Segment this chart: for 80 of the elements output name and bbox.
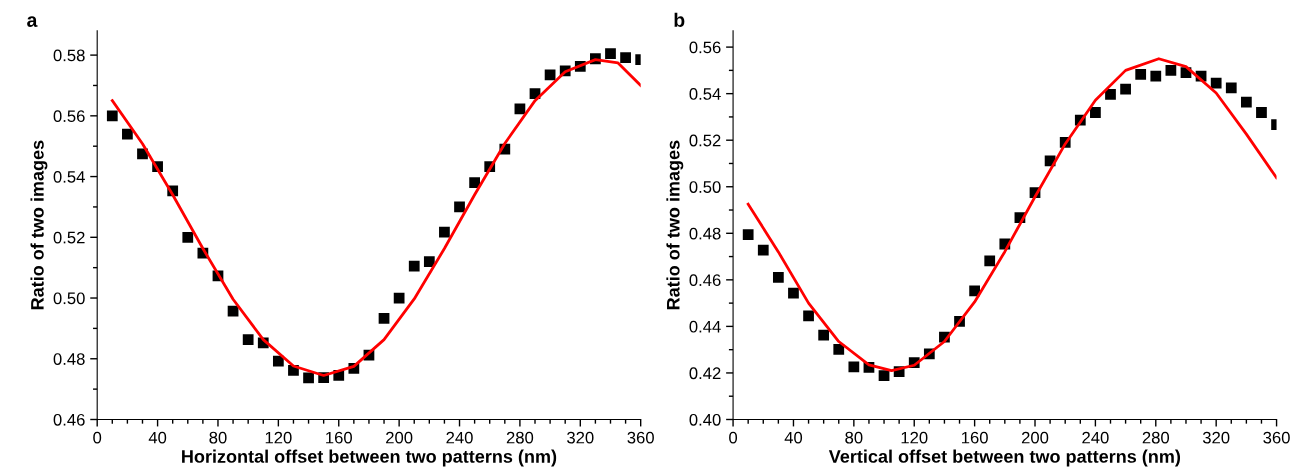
point xyxy=(833,344,845,355)
chart-title: b xyxy=(674,12,685,27)
point xyxy=(122,128,133,140)
point xyxy=(969,285,980,297)
chart-title: a xyxy=(27,16,38,27)
x-tick-label: 360 xyxy=(627,431,654,444)
x-tick-label: 280 xyxy=(1142,431,1170,444)
point xyxy=(772,271,784,283)
y-axis-title: Ratio of two images xyxy=(666,140,684,310)
y-tick-label: 0.58 xyxy=(53,49,85,62)
x-tick-label: 40 xyxy=(784,431,803,444)
y-tick-label: 0.46 xyxy=(689,274,721,287)
x-tick-label: 360 xyxy=(1263,431,1290,444)
point xyxy=(1165,65,1177,76)
y-tick-label: 0.52 xyxy=(53,231,85,244)
point xyxy=(303,372,314,384)
point xyxy=(242,334,254,346)
point xyxy=(878,370,890,382)
point xyxy=(757,244,769,256)
point xyxy=(182,231,194,243)
x-axis-title: Vertical offset between two patterns (nm) xyxy=(828,449,1181,467)
point xyxy=(1090,107,1101,118)
x-tick-label: 0 xyxy=(93,431,102,444)
y-tick-label: 0.50 xyxy=(689,181,721,193)
point xyxy=(803,310,814,322)
x-tick-label: 280 xyxy=(506,431,534,444)
y-tick-label: 0.56 xyxy=(689,41,721,54)
point xyxy=(818,329,830,341)
point xyxy=(454,201,465,213)
y-tick-label: 0.40 xyxy=(689,413,721,426)
y-tick-label: 0.56 xyxy=(53,110,85,123)
x-tick-label: 320 xyxy=(567,431,594,444)
point xyxy=(544,69,556,81)
y-tick-label: 0.48 xyxy=(53,353,85,365)
x-tick-label: 120 xyxy=(901,431,928,444)
y-tick-label: 0.54 xyxy=(689,88,721,100)
x-tick-label: 320 xyxy=(1202,431,1230,444)
point xyxy=(514,103,526,115)
x-tick-label: 200 xyxy=(386,431,413,444)
point xyxy=(439,226,450,238)
point xyxy=(1105,88,1116,100)
point xyxy=(1240,96,1252,108)
y-tick-label: 0.48 xyxy=(689,227,721,240)
point xyxy=(408,260,420,272)
y-tick-label: 0.52 xyxy=(689,134,721,147)
y-axis-title: Ratio of two images xyxy=(30,140,48,310)
x-tick-label: 40 xyxy=(148,431,167,444)
x-tick-label: 120 xyxy=(265,431,292,444)
point xyxy=(1150,70,1162,82)
x-tick-label: 240 xyxy=(1082,431,1109,444)
point xyxy=(1225,82,1237,94)
point xyxy=(393,292,405,304)
point xyxy=(423,256,435,267)
point xyxy=(1256,107,1267,118)
x-tick-label: 240 xyxy=(446,431,473,444)
y-tick-label: 0.44 xyxy=(689,320,721,333)
y-tick-label: 0.54 xyxy=(53,170,85,183)
x-tick-label: 0 xyxy=(729,431,738,444)
point xyxy=(272,355,284,367)
point xyxy=(620,52,631,63)
x-tick-label: 160 xyxy=(326,431,352,444)
point xyxy=(848,361,860,373)
point xyxy=(469,177,480,189)
point xyxy=(106,110,118,122)
x-tick-label: 80 xyxy=(845,431,863,444)
point xyxy=(1135,68,1147,80)
point xyxy=(788,287,799,299)
x-tick-label: 200 xyxy=(1021,431,1049,444)
x-axis-title: Horizontal offset between two patterns (nm) xyxy=(182,449,557,467)
point xyxy=(605,48,616,59)
point xyxy=(1210,77,1222,89)
x-tick-label: 80 xyxy=(209,431,227,444)
y-tick-label: 0.42 xyxy=(689,367,721,380)
point xyxy=(742,229,754,241)
point xyxy=(1120,83,1131,95)
y-tick-label: 0.50 xyxy=(53,292,85,305)
y-tick-label: 0.46 xyxy=(53,413,85,426)
point xyxy=(984,255,996,267)
x-tick-label: 160 xyxy=(961,431,988,444)
point xyxy=(378,312,390,324)
